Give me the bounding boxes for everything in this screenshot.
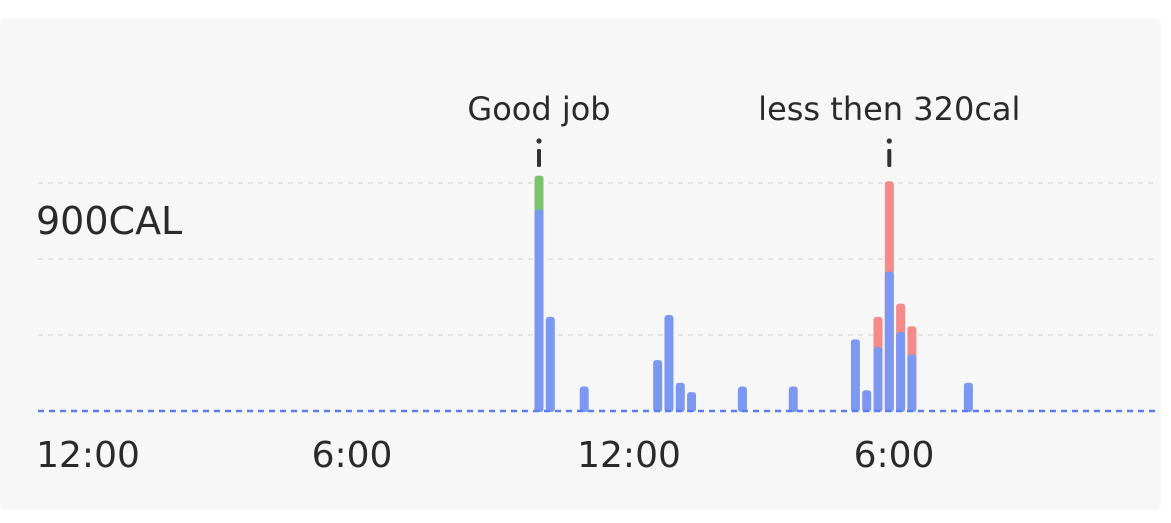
bar — [850, 339, 860, 412]
bar-intake-segment — [788, 386, 798, 412]
bar-intake-segment — [534, 209, 544, 412]
bar — [884, 181, 894, 412]
bar — [675, 382, 685, 412]
x-tick-labels: 12:00 6:00 12:00 6:00 — [36, 435, 934, 476]
bar-intake-segment — [907, 354, 917, 412]
bar — [534, 175, 544, 412]
annotation: Good job — [467, 90, 611, 167]
bar — [788, 386, 798, 412]
info-marker-dot — [536, 138, 542, 144]
bar — [653, 360, 663, 412]
bar-intake-segment — [850, 339, 860, 412]
info-marker-stem — [537, 149, 541, 167]
bar — [687, 392, 697, 412]
bar — [664, 314, 674, 412]
info-marker-dot — [886, 138, 892, 144]
x-tick-label: 12:00 — [577, 435, 681, 476]
bar — [907, 326, 917, 412]
bar-intake-segment — [963, 382, 973, 412]
bar-intake-segment — [545, 316, 555, 412]
annotation: less then 320cal — [758, 90, 1020, 167]
bar-intake-segment — [737, 386, 747, 412]
bars — [534, 175, 973, 412]
bar-intake-segment — [653, 360, 663, 412]
bar — [896, 303, 906, 412]
x-tick-label: 12:00 — [36, 435, 140, 476]
bar-intake-segment — [687, 392, 697, 412]
bar-intake-segment — [579, 386, 589, 412]
bar-intake-segment — [862, 390, 872, 412]
annotations: Good job less then 320cal — [467, 90, 1020, 167]
bar-intake-segment — [675, 382, 685, 412]
grid-lines — [38, 182, 1158, 336]
bar-intake-segment — [896, 331, 906, 412]
bar — [862, 390, 872, 412]
bar — [579, 386, 589, 412]
annotation-label: less then 320cal — [758, 90, 1020, 128]
info-marker-stem — [887, 149, 892, 167]
annotation-label: Good job — [467, 90, 610, 128]
bar — [963, 382, 973, 412]
bar-intake-segment — [664, 314, 674, 412]
x-tick-label: 6:00 — [854, 435, 935, 476]
x-tick-label: 6:00 — [312, 435, 393, 476]
y-axis-label: 900CAL — [36, 199, 182, 243]
bar — [873, 316, 883, 412]
bar — [737, 386, 747, 412]
chart-panel — [0, 18, 1161, 510]
bar-intake-segment — [873, 346, 883, 412]
bar-intake-segment — [884, 271, 894, 412]
bar — [545, 316, 555, 412]
